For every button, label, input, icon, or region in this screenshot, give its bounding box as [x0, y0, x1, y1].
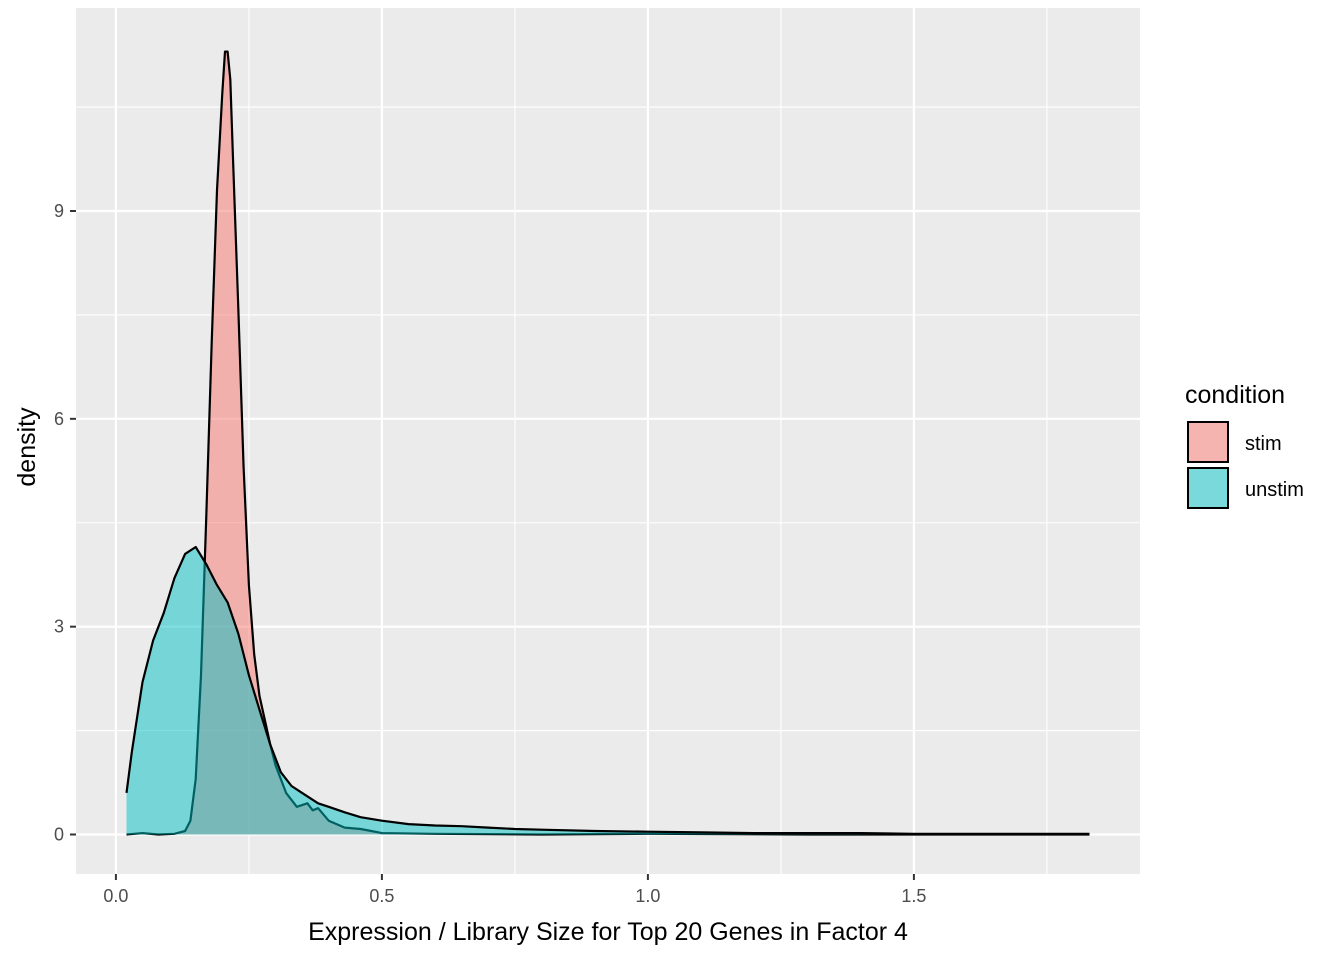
legend-label-stim: stim [1245, 433, 1282, 455]
y-tick-labels: 0 3 6 9 [54, 201, 64, 845]
legend-items: stim unstim [1187, 421, 1304, 509]
minor-gridlines [76, 8, 1140, 874]
density-line-unstim [125, 545, 1090, 835]
x-tick-labels: 0.0 0.5 1.0 1.5 [103, 886, 926, 906]
density-series-layer [125, 50, 1090, 836]
y-axis-title: density [13, 407, 41, 487]
legend-title: condition [1185, 381, 1285, 409]
x-tick-label: 1.0 [635, 886, 660, 906]
legend-swatch-unstim [1187, 467, 1229, 509]
axis-ticks [70, 209, 915, 880]
y-tick-label: 3 [54, 617, 64, 637]
x-tick-label: 0.5 [369, 886, 394, 906]
density-area-unstim [126, 547, 1090, 835]
x-tick-label: 0.0 [103, 886, 128, 906]
y-tick-label: 0 [54, 825, 64, 845]
legend: condition stim unstim [1185, 381, 1304, 509]
x-axis-title: Expression / Library Size for Top 20 Gen… [308, 918, 908, 946]
legend-swatch-stim [1187, 421, 1229, 463]
y-tick-label: 9 [54, 201, 64, 221]
legend-label-unstim: unstim [1245, 479, 1304, 501]
major-gridlines [76, 8, 1140, 874]
x-tick-label: 1.5 [901, 886, 926, 906]
y-tick-label: 6 [54, 409, 64, 429]
